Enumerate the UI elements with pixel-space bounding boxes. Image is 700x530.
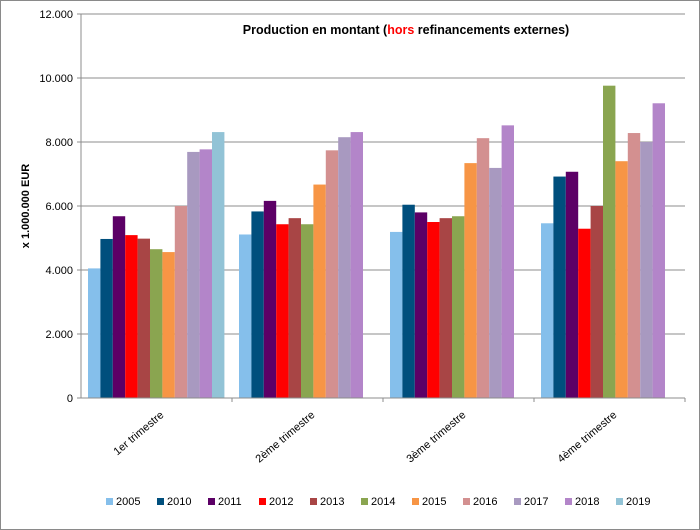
bar-2012-1 [125,235,138,398]
bar-2014-3 [452,216,465,398]
bar-2016-1 [174,206,188,398]
legend-label: 2012 [269,496,293,508]
x-tick-label: 1er trimestre [111,409,166,458]
bar-2013-3 [439,218,452,398]
legend-swatch [463,498,470,505]
bar-2017-3 [489,167,502,398]
legend-label: 2019 [626,496,650,508]
bar-2012-2 [276,224,289,398]
bar-2013-1 [137,238,150,398]
bar-2012-4 [578,228,591,398]
bar-2013-4 [590,206,603,398]
y-tick-label: 12.000 [39,9,73,21]
bar-2012-3 [427,222,440,398]
legend-swatch [106,498,113,505]
bar-2016-3 [476,138,490,398]
legend-swatch [514,498,521,505]
title-highlight: hors [387,23,414,37]
legend-swatch [616,498,623,505]
y-tick-label: 10.000 [39,73,73,85]
bar-2016-4 [627,133,641,399]
bar-2017-4 [640,142,653,398]
bar-2011-3 [414,212,428,398]
bar-2005-1 [88,268,101,398]
legend-swatch [208,498,215,505]
bar-2005-3 [390,231,403,398]
bar-2017-1 [187,151,200,398]
y-tick-label: 6.000 [45,201,73,213]
bar-2010-1 [100,238,113,398]
bar-2013-2 [288,218,301,398]
legend-swatch [310,498,317,505]
legend-label: 2005 [116,496,140,508]
bar-2010-2 [251,211,264,398]
y-axis-label: x 1.000.000 EUR [20,164,32,248]
y-tick-label: 8.000 [45,137,73,149]
bar-2018-1 [199,149,212,398]
bar-2016-2 [325,150,339,398]
bar-2005-2 [239,234,252,398]
bar-2011-1 [112,216,126,398]
legend-label: 2017 [524,496,548,508]
legend-swatch [157,498,164,505]
legend-label: 2018 [575,496,599,508]
bar-2011-2 [263,200,277,398]
legend-swatch [412,498,419,505]
bar-2011-4 [565,171,579,398]
chart-title: Production en montant (hors refinancemen… [243,23,569,37]
legend-label: 2014 [371,496,395,508]
bar-2015-3 [464,163,477,398]
bar-2014-4 [603,85,616,399]
bar-2018-4 [652,103,665,398]
legend-label: 2015 [422,496,446,508]
bar-2015-1 [162,252,175,398]
bar-2018-3 [501,125,514,399]
legend-swatch [259,498,266,505]
legend-swatch [361,498,368,505]
bar-2015-2 [313,184,326,398]
bar-2005-4 [541,223,554,398]
bar-2019-1 [212,132,225,398]
bar-2010-4 [553,176,566,398]
y-tick-label: 4.000 [45,265,73,277]
bar-2014-2 [301,224,314,398]
bar-2015-4 [615,161,628,398]
legend-swatch [565,498,572,505]
bar-2017-2 [338,137,351,398]
x-tick-label: 3ème trimestre [405,409,469,465]
legend-label: 2010 [167,496,191,508]
y-tick-label: 0 [67,393,73,405]
title-part: refinancements externes) [414,23,569,37]
legend-label: 2011 [218,496,242,508]
y-tick-label: 2.000 [45,329,73,341]
bar-2014-1 [150,249,163,398]
title-part: Production en montant ( [243,23,388,37]
legend-label: 2016 [473,496,497,508]
x-tick-label: 4ème trimestre [556,409,620,465]
bar-2018-2 [350,132,363,398]
legend-label: 2013 [320,496,344,508]
x-tick-label: 2ème trimestre [254,409,318,465]
bar-2010-3 [402,204,415,398]
